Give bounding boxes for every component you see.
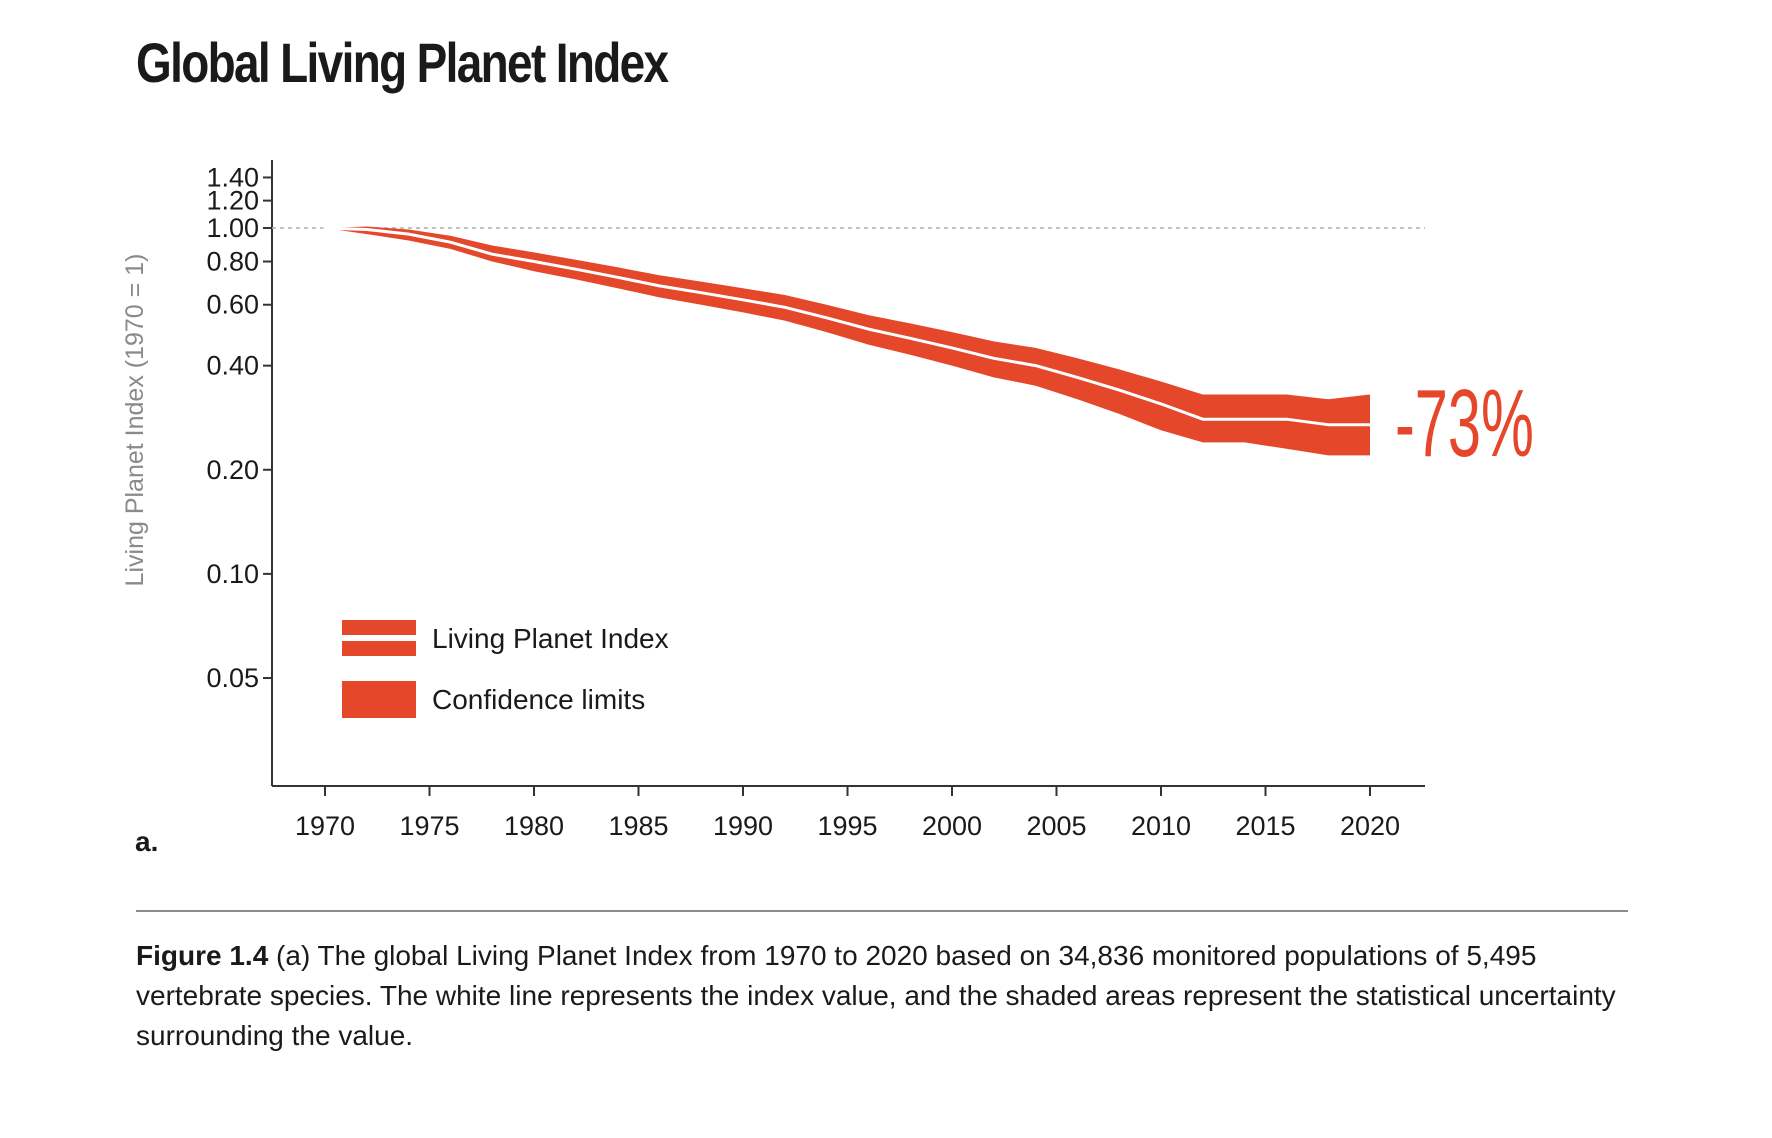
legend-label-index: Living Planet Index	[432, 623, 669, 654]
legend-label-confidence: Confidence limits	[432, 684, 645, 715]
x-tick-label: 2000	[922, 811, 982, 841]
y-tick-label: 0.20	[206, 455, 259, 485]
index-line	[323, 226, 1372, 427]
x-tick-label: 1975	[399, 811, 459, 841]
y-tick-label: 1.40	[206, 162, 259, 192]
x-tick-label: 2010	[1131, 811, 1191, 841]
x-tick-label: 2015	[1235, 811, 1295, 841]
y-tick-label: 0.80	[206, 247, 259, 277]
x-tick-label: 1970	[295, 811, 355, 841]
y-tick-label: 0.40	[206, 351, 259, 381]
y-tick-label: 0.05	[206, 663, 259, 693]
y-tick-label: 0.10	[206, 559, 259, 589]
y-tick-label: 1.20	[206, 186, 259, 216]
legend-swatch-index-bottom	[342, 641, 416, 656]
legend: Living Planet Index Confidence limits	[342, 620, 669, 718]
x-tick-label: 1995	[817, 811, 877, 841]
confidence-band-group	[323, 226, 1372, 456]
x-tick-label: 1990	[713, 811, 773, 841]
lpi-chart: 1970 1975 1980 1985 1990 1995 2000 2005 2010 2015…	[121, 160, 1534, 841]
caption-divider	[136, 910, 1628, 912]
caption-text: (a) The global Living Planet Index from …	[136, 940, 1616, 1051]
x-tick-label: 2020	[1340, 811, 1400, 841]
chart-title: Global Living Planet Index	[136, 31, 669, 94]
change-annotation: -73%	[1395, 369, 1534, 476]
panel-letter: a.	[135, 826, 159, 857]
x-tick-label: 1980	[504, 811, 564, 841]
legend-swatch-index-top	[342, 620, 416, 635]
x-axis-ticks: 1970 1975 1980 1985 1990 1995 2000 2005 2010 2015…	[295, 786, 1400, 841]
x-tick-label: 2005	[1026, 811, 1086, 841]
confidence-band	[325, 226, 1370, 456]
legend-swatch-confidence	[342, 681, 416, 718]
figure-caption: Figure 1.4 (a) The global Living Planet …	[136, 936, 1616, 1056]
y-axis-ticks: 0.05 0.10 0.20 0.40 0.60 0.80 1.001.201.40	[206, 162, 272, 693]
figure-label: Figure 1.4	[136, 940, 269, 971]
y-axis-title: Living Planet Index (1970 = 1)	[121, 254, 149, 587]
x-tick-label: 1985	[608, 811, 668, 841]
y-tick-label: 1.00	[206, 213, 259, 243]
y-tick-label: 0.60	[206, 290, 259, 320]
